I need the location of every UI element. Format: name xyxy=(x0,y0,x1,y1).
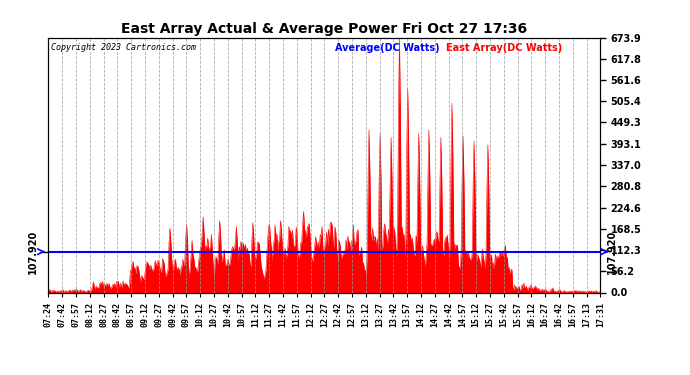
Title: East Array Actual & Average Power Fri Oct 27 17:36: East Array Actual & Average Power Fri Oc… xyxy=(121,22,527,36)
Text: Average(DC Watts): Average(DC Watts) xyxy=(335,43,440,52)
Text: Copyright 2023 Cartronics.com: Copyright 2023 Cartronics.com xyxy=(51,43,196,52)
Text: 107.920: 107.920 xyxy=(607,230,618,274)
Text: East Array(DC Watts): East Array(DC Watts) xyxy=(446,43,562,52)
